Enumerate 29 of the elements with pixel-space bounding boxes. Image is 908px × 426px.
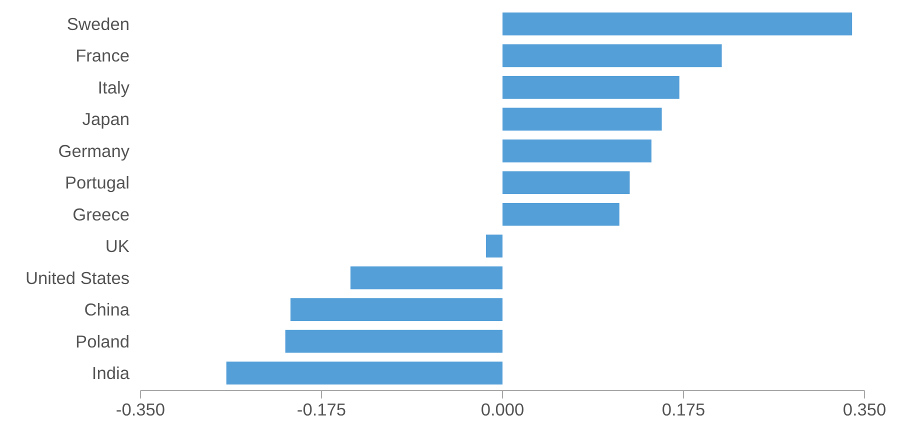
y-tick-label: Portugal xyxy=(64,172,130,193)
bar xyxy=(502,202,620,226)
bar xyxy=(502,12,852,36)
y-tick-label: Japan xyxy=(82,109,130,130)
x-tick-label: -0.175 xyxy=(296,400,346,420)
bar xyxy=(502,171,630,194)
x-tick-label: 0.175 xyxy=(662,400,706,420)
bar xyxy=(290,298,502,321)
x-tick-label: 0.000 xyxy=(480,400,524,420)
y-tick-label: UK xyxy=(105,236,130,256)
y-tick-label: United States xyxy=(25,268,130,288)
bar xyxy=(350,266,502,290)
bar xyxy=(486,234,502,258)
x-tick-label: 0.350 xyxy=(842,400,886,420)
bar xyxy=(285,330,502,353)
bar xyxy=(226,362,502,384)
bar xyxy=(502,108,662,131)
bar xyxy=(502,76,680,99)
x-tick-label: -0.350 xyxy=(116,400,166,420)
y-tick-label: China xyxy=(84,300,130,320)
bar xyxy=(502,139,652,162)
y-tick-label: Germany xyxy=(58,140,130,161)
y-tick-label: Greece xyxy=(72,204,130,224)
y-tick-label: India xyxy=(92,363,130,384)
y-tick-label: France xyxy=(76,46,130,66)
y-tick-label: Italy xyxy=(98,77,130,98)
bar xyxy=(502,44,722,68)
y-tick-label: Sweden xyxy=(66,14,130,34)
y-tick-label: Poland xyxy=(76,331,130,352)
